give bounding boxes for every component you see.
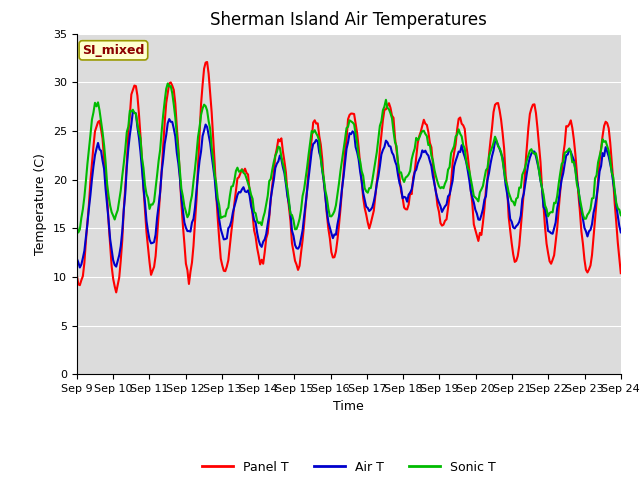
Panel T xyxy=(141,208,149,214)
Legend: Panel T, Air T, Sonic T: Panel T, Air T, Sonic T xyxy=(197,456,501,479)
Sonic T xyxy=(589,195,597,201)
Panel T xyxy=(113,289,120,295)
Sonic T xyxy=(164,81,172,86)
Title: Sherman Island Air Temperatures: Sherman Island Air Temperatures xyxy=(211,11,487,29)
Air T xyxy=(238,186,246,192)
Panel T xyxy=(266,215,273,220)
Sonic T xyxy=(238,167,246,172)
Panel T xyxy=(204,59,211,65)
Air T xyxy=(314,139,321,144)
Sonic T xyxy=(314,133,321,139)
Air T xyxy=(76,264,84,270)
Panel T xyxy=(617,270,625,276)
Line: Air T: Air T xyxy=(77,111,621,267)
Panel T xyxy=(256,262,264,267)
Air T xyxy=(143,218,150,224)
Sonic T xyxy=(617,212,625,218)
Line: Panel T: Panel T xyxy=(77,62,621,292)
Panel T xyxy=(238,167,246,172)
Panel T xyxy=(314,120,321,126)
X-axis label: Time: Time xyxy=(333,400,364,413)
Air T xyxy=(129,108,137,114)
Sonic T xyxy=(73,223,81,228)
Sonic T xyxy=(141,182,149,188)
Sonic T xyxy=(74,229,82,235)
Air T xyxy=(266,212,273,217)
Panel T xyxy=(589,235,597,240)
Air T xyxy=(617,229,625,235)
Air T xyxy=(73,255,81,261)
Line: Sonic T: Sonic T xyxy=(77,84,621,232)
Sonic T xyxy=(266,178,273,184)
Panel T xyxy=(73,272,81,277)
Air T xyxy=(589,210,597,216)
Y-axis label: Temperature (C): Temperature (C) xyxy=(35,153,47,255)
Sonic T xyxy=(256,219,264,225)
Text: SI_mixed: SI_mixed xyxy=(82,44,145,57)
Air T xyxy=(256,242,264,248)
